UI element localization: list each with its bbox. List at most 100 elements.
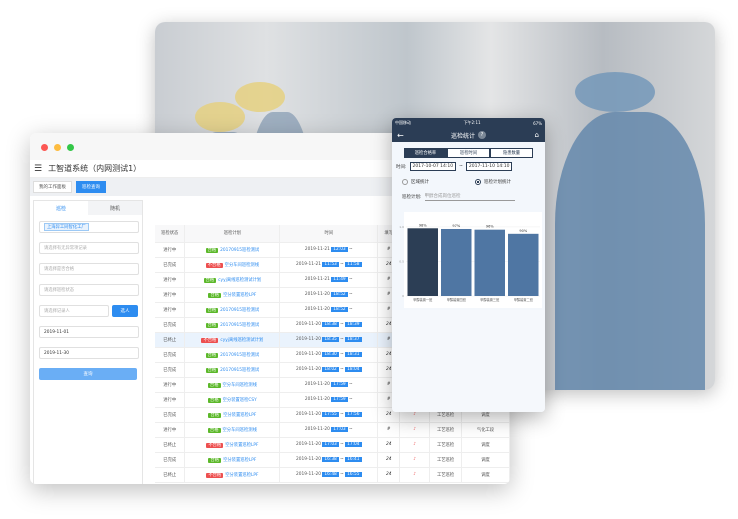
end-time: 18:31 — [345, 352, 362, 357]
plan-link[interactable]: cyyj离线巡检测试计划 — [218, 277, 262, 283]
start-time: 18:52 — [331, 307, 348, 312]
start-time: 18:30 — [322, 352, 339, 357]
edit-icon[interactable]: 24 — [377, 452, 401, 468]
data-label: 98% — [419, 223, 427, 227]
plan-input[interactable]: 甲醇合成岗位巡检 — [424, 193, 515, 201]
start-time: 17:59 — [331, 382, 348, 387]
radio-area[interactable] — [402, 179, 408, 185]
plan-link[interactable]: 20170915巡检测试 — [220, 322, 260, 328]
date-to-input[interactable]: 2019-11-30 — [39, 347, 139, 359]
recorder-input[interactable]: 请选择记录人 — [39, 305, 109, 317]
qualified-select[interactable]: 请选择是否合格 — [39, 263, 139, 275]
segment-pass-rate[interactable]: 巡检合格率 — [404, 148, 447, 158]
result-badge: 合格 — [207, 427, 221, 433]
column-header: 时间 — [279, 225, 379, 243]
end-time: 11:58 — [345, 262, 362, 267]
plan-link[interactable]: 空分车间巡检测线 — [222, 427, 257, 433]
bar — [407, 228, 438, 296]
maximize-button[interactable] — [67, 144, 74, 151]
x-tick-label: 甲醇装置四班 — [447, 297, 467, 302]
plan-link[interactable]: 空分装置巡检LPF — [223, 292, 257, 298]
status-cell: 已完成 — [155, 317, 186, 333]
plan-link[interactable]: 20170915巡检测试 — [220, 367, 260, 373]
type-cell: 工艺巡检 — [429, 437, 463, 453]
plan-link[interactable]: 空分装置巡检LPF — [223, 412, 257, 418]
edit-icon[interactable]: # — [377, 422, 401, 438]
close-button[interactable] — [41, 144, 48, 151]
result-badge: 不合格 — [205, 262, 223, 268]
tab-inspection-query[interactable]: 巡检查询 — [76, 181, 106, 193]
result-badge: 合格 — [205, 352, 219, 358]
status-cell: 进行中 — [155, 302, 186, 318]
type-cell: 工艺巡检 — [429, 467, 463, 483]
start-time: 11:53 — [322, 262, 339, 267]
date: 2019-11-20 — [296, 352, 322, 357]
status-select[interactable]: 请选择巡检状态 — [39, 284, 139, 296]
plan-link[interactable]: 空分装置巡检LPF — [225, 472, 259, 478]
status-cell: 已终止 — [155, 467, 186, 483]
plan-link[interactable]: 空分车间巡检测线 — [222, 382, 257, 388]
menu-icon[interactable]: ☰ — [34, 163, 43, 174]
result-badge: 不合格 — [206, 442, 224, 448]
plan-link[interactable]: 空分装置巡检LPF — [225, 442, 259, 448]
plan-link[interactable]: cyyj离线巡检测试计划 — [220, 337, 264, 343]
plan-link[interactable]: 空分装置巡检CSY — [222, 397, 257, 403]
link-icon[interactable]: ♪ — [399, 452, 431, 468]
table-row[interactable]: 已完成 合格 空分装置巡检LPF 2019-11-20 16:38 ~ 16:41… — [155, 452, 510, 468]
link-icon[interactable]: ♪ — [399, 467, 431, 483]
result-badge: 合格 — [205, 247, 219, 253]
query-button[interactable]: 查询 — [39, 368, 137, 380]
result-badge: 合格 — [203, 277, 217, 283]
home-icon[interactable]: ⌂ — [534, 131, 539, 139]
segment-hazards[interactable]: 隐患数量 — [490, 148, 533, 158]
table-row[interactable]: 已完成 合格 空分装置巡检LPF 2019-11-20 17:55 ~ 17:56… — [155, 407, 510, 423]
start-time: 17:55 — [322, 412, 339, 417]
radio-plan[interactable] — [475, 179, 481, 185]
start-time: 18:02 — [322, 367, 339, 372]
edit-icon[interactable]: 24 — [377, 467, 401, 483]
link-icon[interactable]: ♪ — [399, 422, 431, 438]
start-time: 16:38 — [322, 457, 339, 462]
result-badge: 合格 — [205, 322, 219, 328]
x-tick-label: 甲醇装置三班 — [480, 297, 500, 302]
pass-rate-chart: 0 0.5 1.0 98% 甲醇装置一班 97% 甲醇装置四班 96% 甲醇装置三班 90% 甲醇装… — [399, 212, 542, 308]
team-cell: 调度 — [461, 467, 510, 483]
team-cell: 气化工段 — [461, 422, 510, 438]
date: 2019-11-20 — [296, 442, 322, 447]
table-row[interactable]: 进行中 合格 空分车间巡检测线 2019-11-20 17:03 ~ # ♪ 工艺… — [155, 422, 510, 438]
tab-random[interactable]: 随机 — [88, 201, 142, 215]
date-from-input[interactable]: 2019-11-01 — [39, 326, 139, 338]
back-icon[interactable]: ← — [397, 130, 404, 140]
result-badge: 合格 — [208, 397, 221, 403]
date-to-field[interactable]: 2017-11-10 14:10 — [465, 162, 513, 171]
plan-link[interactable]: 空分车间巡检测线 — [224, 262, 260, 268]
minimize-button[interactable] — [54, 144, 61, 151]
tab-inspection[interactable]: 巡检 — [34, 201, 88, 215]
date-from-field[interactable]: 2017-10-07 14:10 — [409, 162, 457, 171]
date: 2019-11-20 — [296, 367, 322, 372]
plan-link[interactable]: 20170915巡检测试 — [220, 307, 260, 313]
edit-icon[interactable]: 24 — [377, 437, 401, 453]
tab-workspace[interactable]: 我的工作面板 — [33, 181, 72, 193]
table-row[interactable]: 已终止 不合格 空分装置巡检LPF 2019-11-20 17:03 ~ 17:0… — [155, 437, 510, 453]
factory-select[interactable]: 上海异工同智化工厂 — [39, 221, 139, 233]
status-cell: 进行中 — [155, 287, 186, 303]
date: 2019-11-21 — [304, 247, 330, 252]
help-icon[interactable]: ? — [478, 131, 486, 139]
plan-link[interactable]: 20170915巡检测试 — [220, 352, 260, 358]
status-cell: 已终止 — [155, 332, 186, 348]
plan-link[interactable]: 空分装置巡检LPF — [223, 457, 257, 463]
link-icon[interactable]: ♪ — [399, 437, 431, 453]
start-time: 18:52 — [331, 292, 348, 297]
status-cell: 进行中 — [155, 377, 186, 393]
x-tick-label: 甲醇装置二班 — [514, 297, 534, 302]
select-person-button[interactable]: 选人 — [112, 305, 138, 317]
y-tick-label: 0.5 — [399, 259, 404, 263]
data-label: 90% — [519, 229, 527, 233]
plan-link[interactable]: 20170915巡检测试 — [220, 247, 260, 253]
table-row[interactable]: 已终止 不合格 空分装置巡检LPF 2019-11-20 16:48 ~ 16:5… — [155, 467, 510, 483]
abnormal-select[interactable]: 请选择有无异常项记录 — [39, 242, 139, 254]
segment-time[interactable]: 巡检时间 — [447, 148, 490, 158]
x-tick-label: 甲醇装置一班 — [413, 297, 433, 302]
date: 2019-11-20 — [304, 427, 330, 432]
